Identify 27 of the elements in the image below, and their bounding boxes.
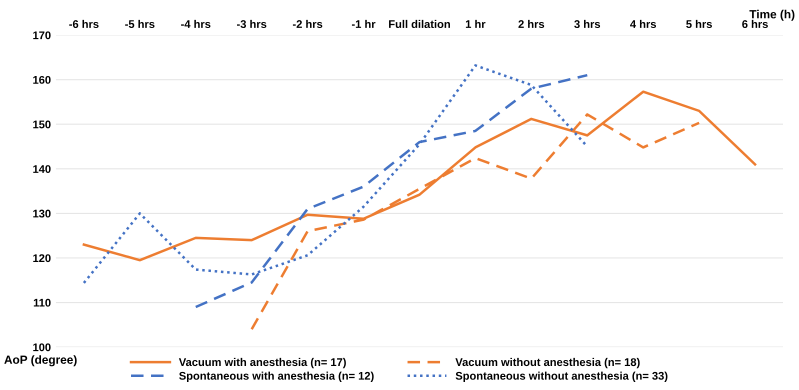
x-tick-label: 2 hrs xyxy=(518,20,544,28)
legend-label: Spontaneous with anesthesia (n= 12) xyxy=(179,372,374,382)
x-tick-label: 3 hrs xyxy=(574,20,600,28)
x-axis-title: Time (h) xyxy=(749,10,794,21)
x-tick-label: 4 hrs xyxy=(630,20,656,28)
y-tick-label: 110 xyxy=(34,298,51,307)
y-tick-label: 150 xyxy=(33,120,51,128)
y-tick-label: 140 xyxy=(33,165,51,173)
x-tick-label: 5 hrs xyxy=(686,20,712,28)
x-tick-label: -1 hr xyxy=(352,20,376,28)
x-tick-label: -2 hrs xyxy=(292,20,322,28)
x-tick-label: -5 hrs xyxy=(125,20,154,28)
x-tick-label: -3 hrs xyxy=(236,20,266,28)
y-axis-title: AoP (degree) xyxy=(4,355,77,366)
y-tick-label: 160 xyxy=(33,76,51,84)
y-tick-label: 120 xyxy=(33,254,51,262)
legend-label: Spontaneous without anesthesia (n= 33) xyxy=(456,372,668,382)
x-tick-label: -4 hrs xyxy=(181,20,210,28)
x-tick-label: -6 hrs xyxy=(69,20,99,28)
y-tick-label: 100 xyxy=(33,343,51,352)
x-tick-label: Full dilation xyxy=(389,20,450,28)
y-tick-label: 170 xyxy=(33,31,51,40)
y-tick-label: 130 xyxy=(33,210,51,218)
x-tick-label: 1 hr xyxy=(466,20,486,28)
x-tick-label: 6 hrs xyxy=(742,20,768,28)
legend-label: Vacuum without anesthesia (n= 18) xyxy=(455,358,640,368)
legend-label: Vacuum with anesthesia (n= 17) xyxy=(178,358,346,368)
